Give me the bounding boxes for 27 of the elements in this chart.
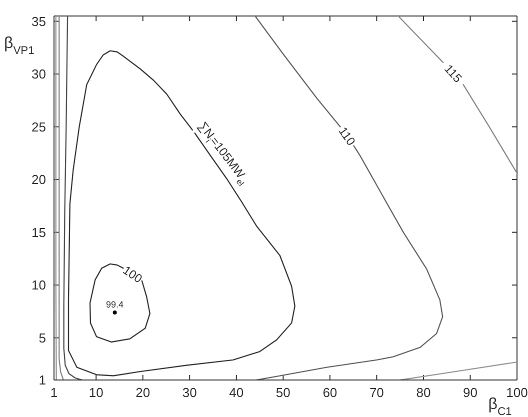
x-tick-label: 20	[136, 385, 150, 400]
y-tick-label: 1	[38, 372, 46, 388]
x-tick-label: 60	[322, 385, 338, 400]
annotation: 110	[336, 124, 358, 148]
y-tick-label: 5	[38, 330, 46, 346]
annotation: 115	[442, 62, 465, 86]
x-tick-label: 1	[50, 385, 58, 400]
y-tick-label: 30	[32, 66, 46, 82]
line-series	[58, 16, 64, 380]
series-label: 99.4	[106, 299, 124, 310]
x-tick-label: 80	[416, 385, 431, 400]
annotation: 100	[120, 263, 146, 286]
x-tick-label: 30	[182, 385, 197, 400]
y-tick-label: 25	[32, 119, 46, 134]
y-tick-label: 20	[32, 172, 46, 188]
y-tick-label: 10	[32, 278, 46, 293]
x-tick-label: 90	[463, 385, 478, 400]
x-tick-label: 40	[229, 385, 244, 400]
line-series	[63, 16, 83, 380]
x-tick-label: 50	[276, 385, 290, 400]
y-tick-label: 35	[32, 14, 46, 29]
line-series	[68, 50, 296, 376]
line-series	[89, 263, 150, 343]
x-tick-label: 10	[88, 385, 104, 400]
x-tick-label: 70	[369, 385, 384, 400]
y-tick-label: 15	[32, 224, 46, 240]
y-axis-title: β$_{VP1}$	[4, 35, 34, 57]
